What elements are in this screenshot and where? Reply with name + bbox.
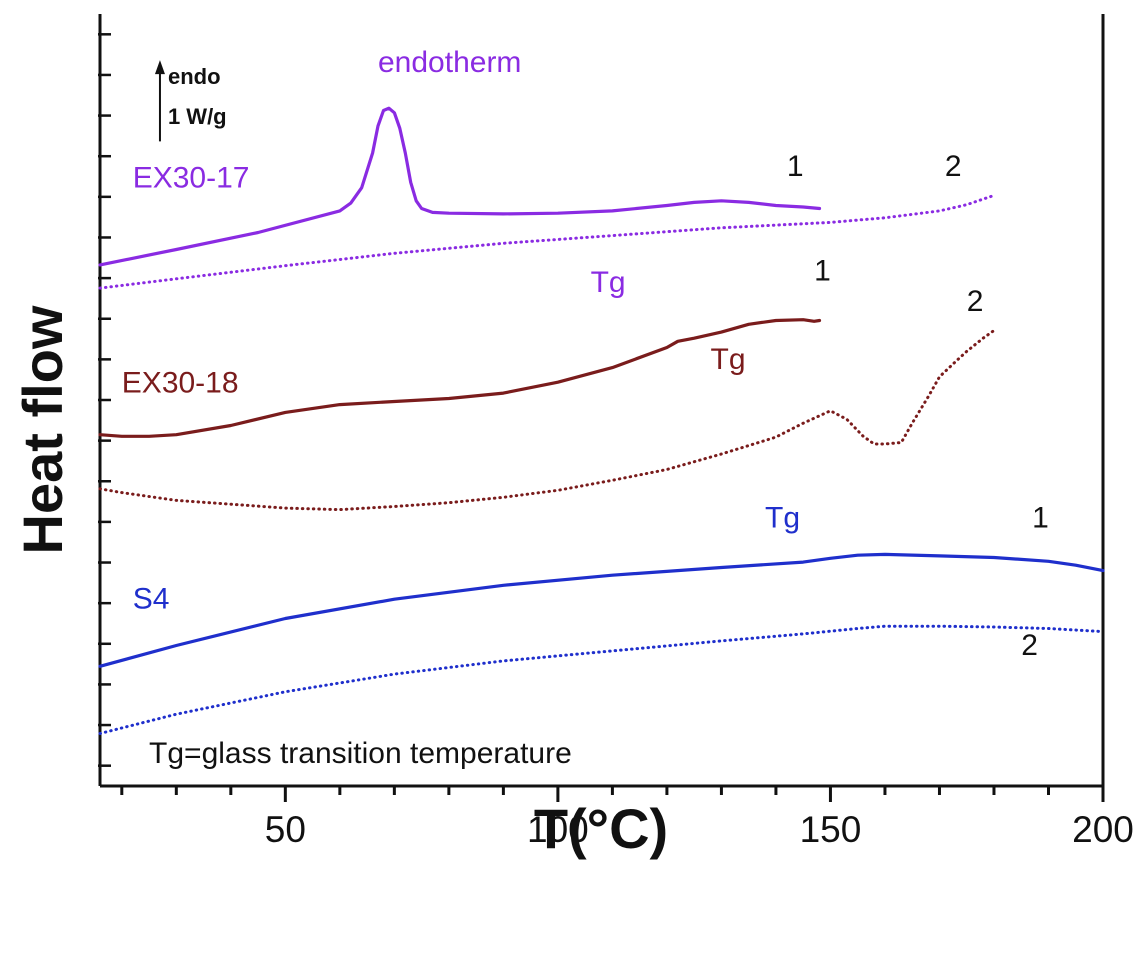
annotation-run1-s4: 1 <box>1032 501 1049 534</box>
y-axis-title: Heat flow <box>11 305 74 554</box>
scale-bar-arrowhead <box>154 60 165 75</box>
annotation-tg-ex30-17: Tg <box>591 266 626 299</box>
annotation-run1-ex30-18: 1 <box>814 254 831 287</box>
annotation-run2-s4: 2 <box>1021 629 1038 662</box>
series-s4-run2 <box>98 624 1105 735</box>
annotation-tg-ex30-18: Tg <box>711 343 746 376</box>
series-s4-run1 <box>98 552 1105 668</box>
annotation-label-ex30-18: EX30-18 <box>122 366 239 399</box>
scale-bar-direction-label: endo <box>168 64 221 89</box>
x-tick-label: 50 <box>265 809 306 850</box>
annotation-run2-ex30-18: 2 <box>967 285 984 318</box>
x-tick-label: 100 <box>527 809 589 850</box>
annotation-label-s4: S4 <box>133 582 170 615</box>
series-ex30-17-run2 <box>98 193 996 290</box>
annotation-run1-ex30-17: 1 <box>787 150 804 183</box>
annotation-endotherm: endotherm <box>378 46 521 79</box>
scale-bar-value-label: 1 W/g <box>168 104 227 129</box>
ticks-layer: 50 100 150 200 <box>98 33 1134 850</box>
x-tick-label: 150 <box>800 809 862 850</box>
plot-area <box>98 14 1105 788</box>
scale-bar: endo 1 W/g <box>154 60 227 142</box>
x-tick-label: 200 <box>1072 809 1134 850</box>
annotation-label-ex30-17: EX30-17 <box>133 162 250 195</box>
annotation-tg-s4: Tg <box>765 501 800 534</box>
annotation-run2-ex30-17: 2 <box>945 150 962 183</box>
annotation-note: Tg=glass transition temperature <box>149 737 572 770</box>
series-ex30-18-run2 <box>98 329 996 512</box>
series-layer <box>98 106 1105 735</box>
series-ex30-17-run1 <box>98 106 822 267</box>
x-axis-title: T(°C) <box>534 797 668 860</box>
series-ex30-18-run1 <box>98 318 822 438</box>
annotations-layer: endotherm EX30-17 Tg 1 2 EX30-18 Tg 1 2 S4 Tg 1 2 Tg=… <box>122 46 1049 770</box>
